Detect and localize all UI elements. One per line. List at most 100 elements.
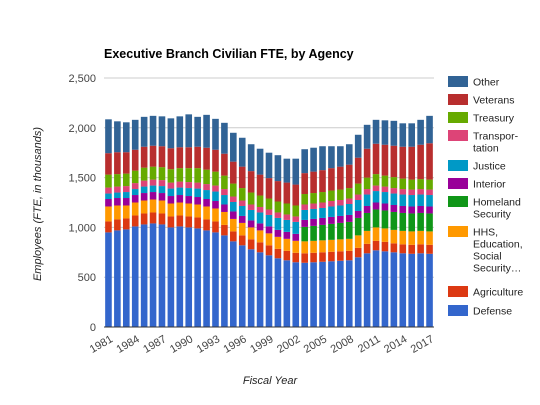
bar-segment	[247, 209, 255, 221]
bar-segment	[140, 180, 148, 187]
bar-segment	[212, 221, 219, 233]
bar-segment	[185, 147, 193, 169]
bar-segment	[149, 179, 157, 186]
bar-segment	[114, 205, 121, 220]
bar-segment	[408, 206, 415, 214]
bar-segment	[203, 184, 210, 191]
bar-segment	[363, 189, 371, 195]
bar-segment	[230, 202, 237, 212]
bar-segment	[310, 147, 317, 172]
bar-segment	[426, 195, 433, 207]
legend-label: Treasury	[473, 113, 515, 125]
legend-label: Veterans	[473, 95, 514, 107]
bars	[105, 114, 433, 327]
bar-segment	[426, 253, 433, 327]
bar-segment	[176, 116, 184, 148]
bar-segment	[372, 185, 380, 192]
bar-segment	[292, 216, 300, 222]
bar-segment	[256, 242, 264, 253]
legend-label: Defense	[473, 306, 512, 318]
legend-swatch	[448, 286, 468, 297]
bar-segment	[354, 247, 362, 258]
bar-segment	[265, 178, 273, 199]
bar-segment	[265, 233, 273, 246]
bar-segment	[265, 152, 273, 179]
bar-segment	[131, 149, 139, 171]
bar-segment	[140, 186, 148, 194]
bar-segment	[176, 168, 184, 182]
bar-segment	[345, 164, 353, 189]
bar-segment	[417, 244, 424, 254]
bar-segment	[310, 252, 317, 263]
bar-segment	[247, 249, 255, 327]
bar-segment	[203, 230, 210, 327]
bar-segment	[167, 148, 175, 170]
bar-segment	[114, 121, 121, 153]
bar-segment	[105, 174, 112, 188]
bar-segment	[238, 137, 246, 167]
bar-segment	[345, 250, 353, 261]
bar-segment	[345, 260, 353, 327]
bar-segment	[408, 179, 415, 190]
bar-segment	[256, 212, 264, 224]
bar-segment	[212, 208, 219, 222]
bar-segment	[319, 217, 326, 225]
x-axis-title: Fiscal Year	[243, 375, 299, 387]
bar-segment	[319, 252, 326, 262]
bar-segment	[399, 253, 407, 327]
bar-segment	[408, 231, 415, 245]
bar-segment	[167, 118, 175, 149]
bar-segment	[265, 214, 273, 227]
bar-segment	[274, 229, 282, 237]
bar-segment	[114, 192, 121, 199]
legend-label: Agriculture	[473, 287, 523, 299]
bar-segment	[301, 226, 308, 242]
bar-segment	[399, 189, 407, 195]
bar-segment	[123, 205, 130, 219]
bar-segment	[337, 146, 344, 167]
bar-segment	[256, 148, 264, 175]
bar-segment	[238, 245, 246, 327]
x-tick-label: 1990	[168, 333, 195, 356]
bar-segment	[301, 194, 308, 205]
bar-segment	[185, 188, 193, 197]
bar-segment	[123, 218, 130, 230]
bar-segment	[158, 146, 166, 168]
bar-segment	[372, 240, 380, 251]
bar-segment	[203, 114, 210, 148]
bar-segment	[194, 197, 201, 205]
bar-segment	[363, 205, 371, 213]
bar-segment	[274, 217, 282, 230]
bar-segment	[176, 181, 184, 188]
bar-segment	[123, 152, 130, 174]
bar-segment	[310, 218, 317, 226]
bar-segment	[390, 229, 398, 244]
bar-segment	[194, 188, 201, 198]
bar-segment	[114, 230, 121, 327]
bar-segment	[140, 200, 148, 214]
legend-swatch	[448, 130, 468, 141]
bar-segment	[247, 239, 255, 250]
bar-segment	[426, 213, 433, 232]
bar-segment	[399, 230, 407, 245]
legend-label: Homeland	[473, 197, 521, 209]
bar-segment	[345, 203, 353, 215]
bar-segment	[292, 233, 300, 241]
bar-segment	[105, 153, 112, 175]
bar-segment	[247, 192, 255, 205]
bar-segment	[337, 260, 344, 327]
bar-segment	[328, 146, 335, 169]
bar-segment	[390, 211, 398, 230]
x-tick-label: 2008	[329, 333, 356, 356]
bar-segment	[238, 235, 246, 246]
bar-segment	[221, 235, 228, 327]
bar-segment	[283, 214, 291, 220]
bar-segment	[131, 215, 139, 227]
bar-segment	[372, 202, 380, 210]
legend-label: Interior	[473, 179, 506, 191]
bar-segment	[354, 257, 362, 327]
bar-segment	[230, 196, 237, 202]
bar-segment	[354, 235, 362, 248]
legend-label: Transpor-	[473, 131, 519, 143]
